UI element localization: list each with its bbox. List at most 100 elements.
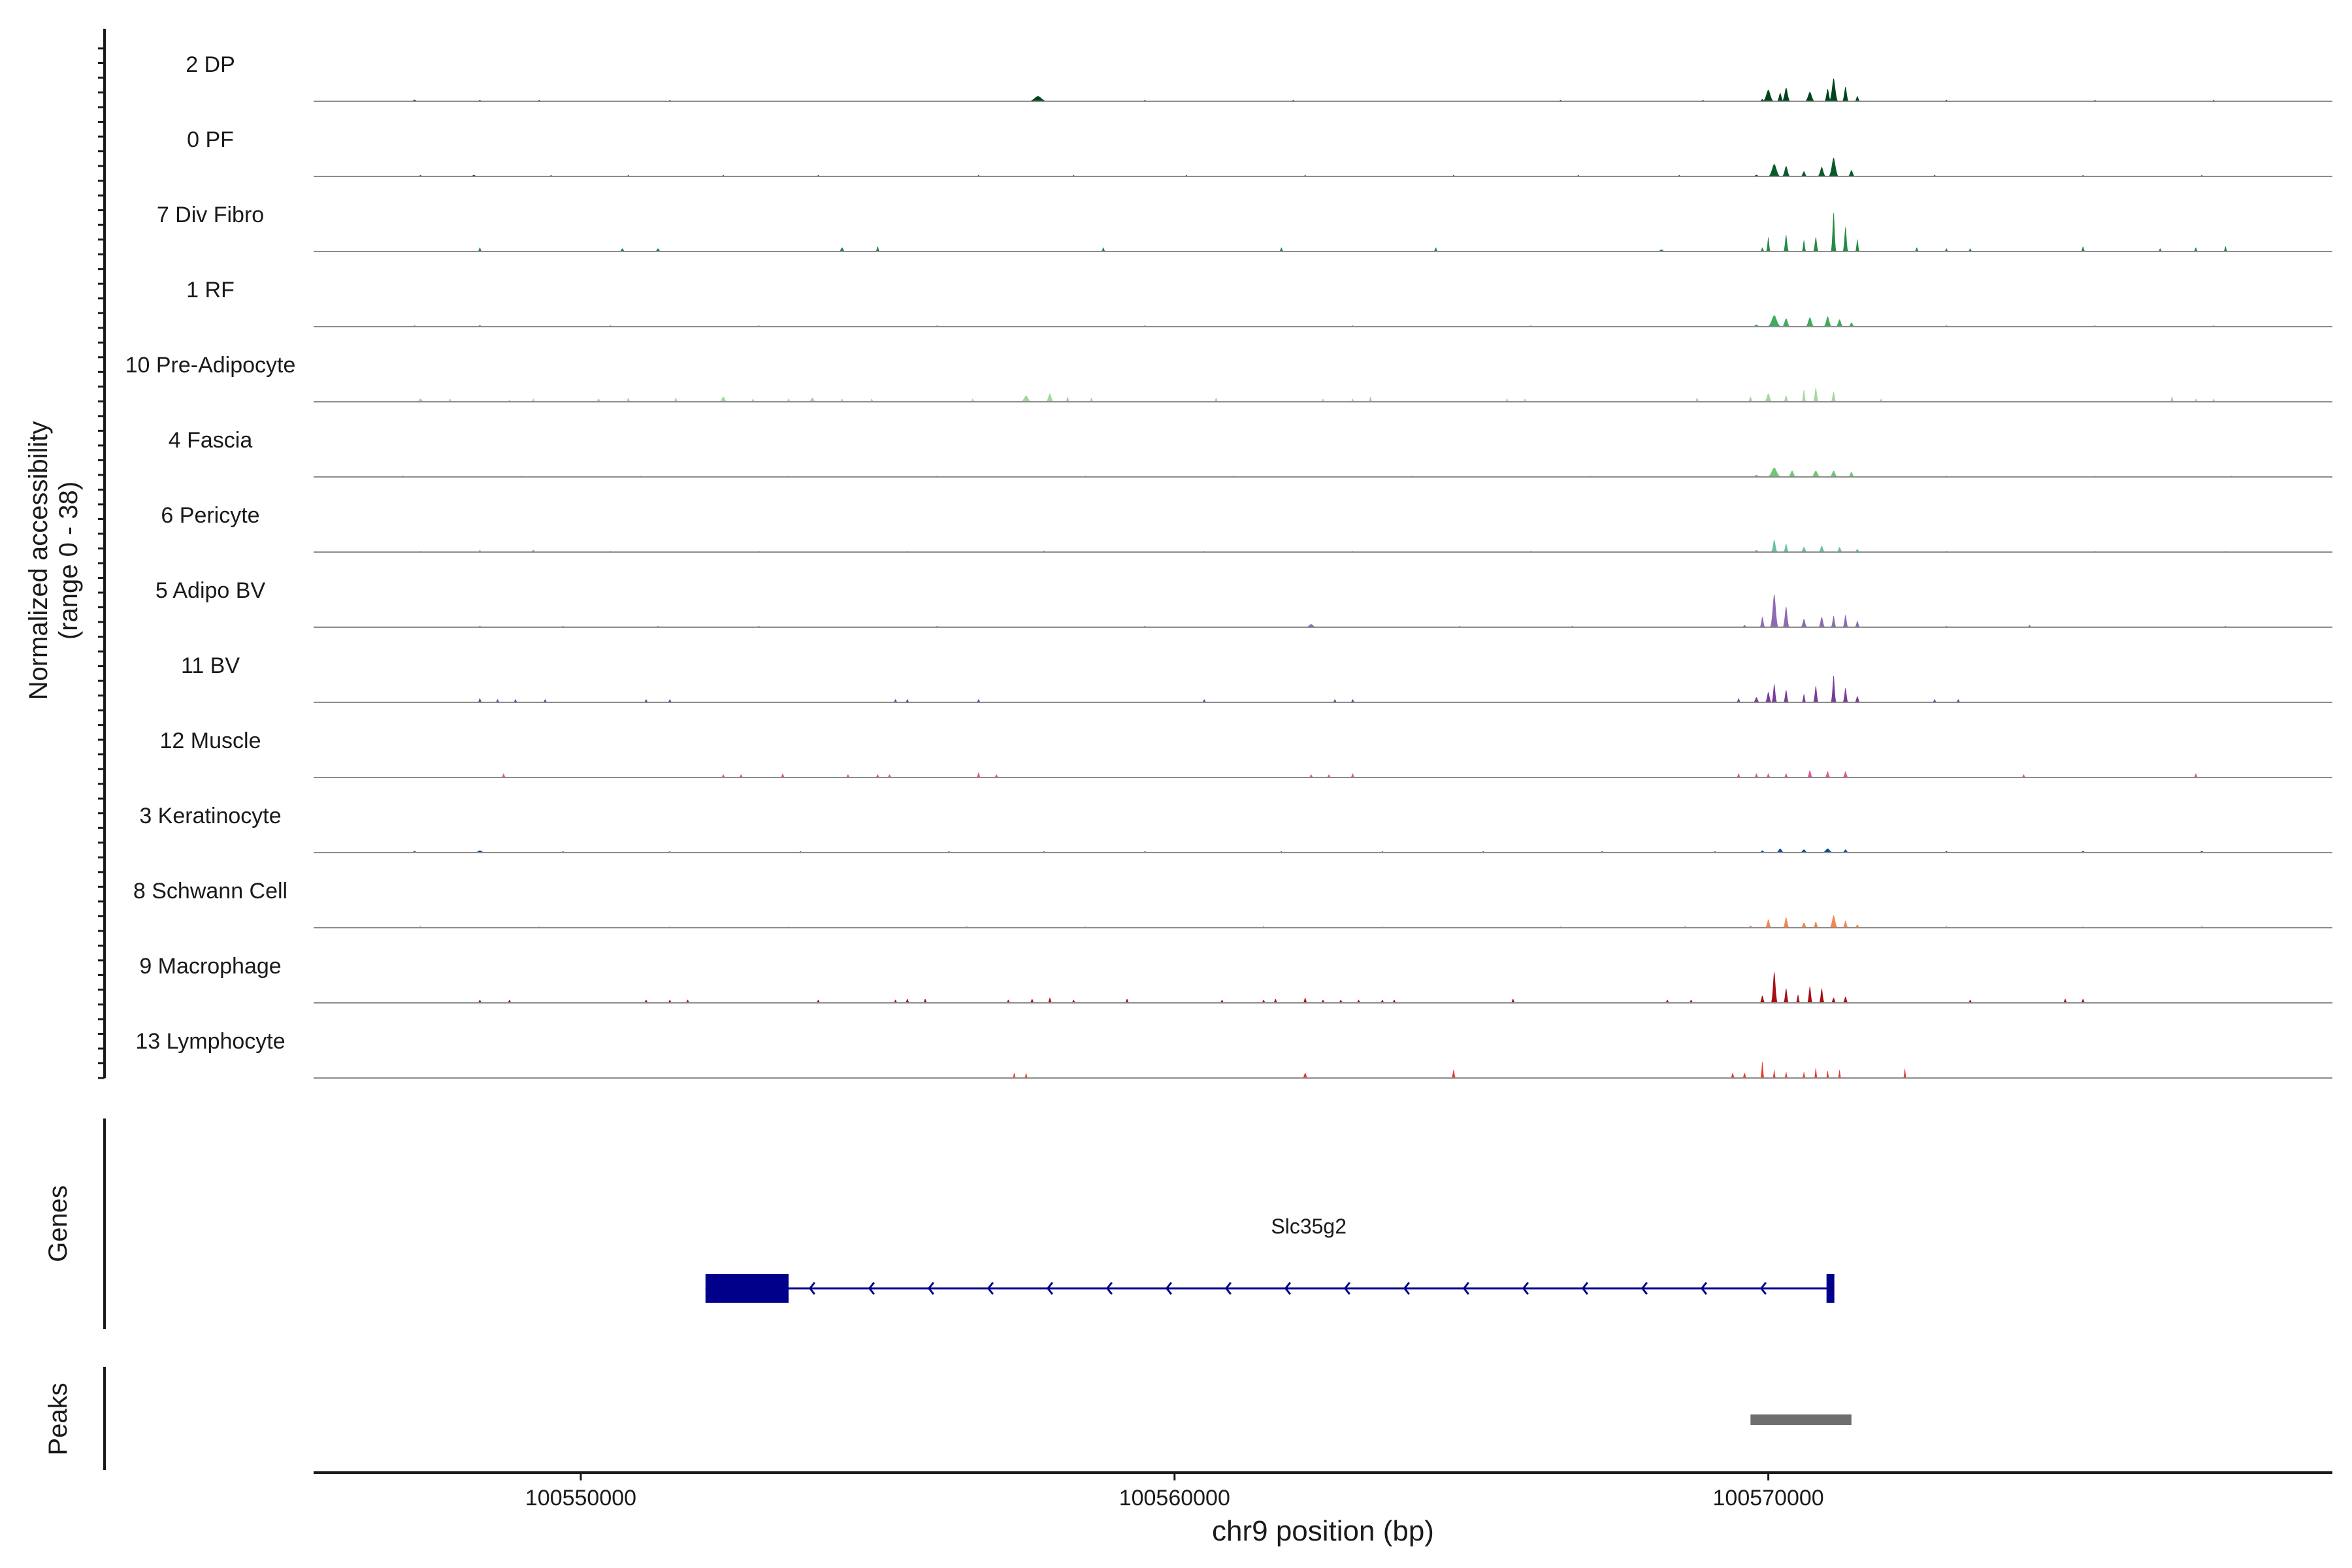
track-label: 5 Adipo BV: [155, 578, 266, 603]
coverage-peak: [1968, 248, 1973, 252]
coverage-peak: [2223, 246, 2228, 252]
coverage-peak: [655, 248, 662, 252]
track-label: 13 Lymphocyte: [135, 1029, 285, 1054]
coverage-peak: [2193, 773, 2198, 777]
coverage-peak: [1799, 849, 1808, 853]
gene-exon: [1826, 1274, 1835, 1303]
coverage-peak: [1817, 167, 1827, 176]
coverage-peak: [1837, 1070, 1842, 1078]
coverage-peak: [719, 397, 728, 402]
coverage-peak: [1812, 685, 1819, 702]
track-4-fascia: 4 Fascia: [169, 428, 2332, 478]
coverage-peak: [1806, 770, 1813, 777]
coverage-peak: [1805, 317, 1815, 327]
y-axis-title: Normalized accessibility (range 0 - 38): [24, 421, 83, 700]
coverage-peak: [1848, 472, 1855, 477]
coverage-peak: [495, 699, 500, 702]
peaks-panel: Peaks: [44, 1367, 1852, 1470]
gene-slc35g2: Slc35g2: [705, 1215, 1835, 1303]
coverage-peak: [1213, 397, 1218, 402]
coverage-peak: [1088, 397, 1094, 402]
track-5-adipo-bv: 5 Adipo BV: [155, 578, 2332, 628]
x-axis: 100550000 100560000 100570000 chr9 positio…: [314, 1471, 2332, 1547]
coverage-peak: [869, 399, 874, 402]
coverage-peak: [507, 1000, 512, 1003]
track-label: 8 Schwann Cell: [133, 879, 287, 904]
coverage-peak: [905, 998, 910, 1003]
coverage-peak: [2157, 248, 2163, 252]
coverage-peak: [1783, 544, 1789, 552]
track-label: 10 Pre-Adipocyte: [125, 353, 296, 378]
coverage-peak: [1736, 773, 1741, 777]
coverage-peak: [2193, 399, 2198, 402]
x-tick-label: 100550000: [525, 1486, 636, 1511]
coverage-peak: [786, 399, 791, 402]
peak-regions: [1750, 1414, 1852, 1425]
coverage-peak: [1763, 393, 1773, 402]
coverage-peak: [1795, 994, 1801, 1003]
strand-arrow: [927, 1282, 935, 1295]
coverage-peak: [1101, 247, 1106, 252]
strand-arrow: [987, 1282, 994, 1295]
coverage-peak: [1842, 227, 1849, 252]
coverage-peak: [2063, 998, 2068, 1003]
coverage-peak: [1776, 93, 1784, 101]
coverage-peak: [1012, 1073, 1017, 1078]
coverage-peak: [1782, 318, 1791, 327]
coverage-peak: [1812, 237, 1819, 252]
gene-models: Slc35g2: [705, 1215, 1835, 1303]
coverage-peak: [1903, 1068, 1907, 1078]
coverage-peak: [1847, 170, 1855, 176]
coverage-peak: [1812, 921, 1819, 928]
coverage-peak: [1368, 397, 1373, 402]
coverage-peak: [1855, 239, 1860, 252]
track-10-pre-adipocyte: 10 Pre-Adipocyte: [125, 353, 2332, 402]
coverage-peak: [1071, 1000, 1076, 1003]
coverage-peak: [1848, 322, 1855, 327]
coverage-peak: [1854, 549, 1861, 552]
coverage-peak: [1380, 1000, 1385, 1003]
track-label: 12 Muscle: [160, 728, 261, 753]
coverage-peak: [1020, 395, 1032, 402]
strand-arrow: [1700, 1282, 1708, 1295]
coverage-peak: [1818, 546, 1825, 552]
genes-panel-label: Genes: [44, 1185, 73, 1262]
coverage-peak: [1782, 606, 1790, 627]
coverage-peak: [1747, 397, 1754, 402]
track-3-keratinocyte: 3 Keratinocyte: [139, 804, 2332, 853]
coverage-peak: [667, 1000, 672, 1003]
coverage-peak: [1854, 621, 1861, 627]
x-axis-ticks: 100550000 100560000 100570000: [525, 1473, 1824, 1511]
coverage-peak: [1332, 699, 1337, 702]
coverage-peak: [1835, 319, 1844, 327]
strand-arrow: [808, 1282, 816, 1295]
coverage-peak: [1392, 1000, 1397, 1003]
track-label: 6 Pericyte: [161, 503, 259, 528]
coverage-peak: [1505, 399, 1510, 402]
coverage-peak: [1782, 166, 1791, 176]
coverage-peak: [1825, 771, 1831, 777]
coverage-peak: [1812, 387, 1819, 402]
coverage-peak: [673, 397, 678, 402]
coverage-peak: [1842, 996, 1849, 1003]
coverage-peak: [2080, 998, 2085, 1003]
coverage-peak: [1201, 699, 1207, 702]
coverage-peak: [1825, 1070, 1830, 1078]
strand-arrow: [1165, 1282, 1173, 1295]
coverage-peak: [477, 698, 483, 702]
coverage-peak: [838, 247, 846, 252]
coverage-peak: [1273, 998, 1278, 1003]
track-label: 1 RF: [186, 278, 235, 302]
strand-arrow: [1105, 1282, 1113, 1295]
coverage-peak: [1688, 1000, 1694, 1003]
coverage-tracks: 2 DP 0 PF 7 Div Fibro 1 RF 10 Pre-Adipocyte 4…: [125, 52, 2332, 1079]
coverage-peak: [970, 399, 975, 402]
track-label: 7 Div Fibro: [157, 203, 264, 227]
coverage-peak: [1047, 998, 1053, 1003]
coverage-peak: [1878, 399, 1884, 402]
coverage-peak: [1782, 88, 1791, 101]
coverage-peak: [1320, 1000, 1326, 1003]
coverage-peak: [1818, 988, 1825, 1003]
coverage-peak: [1802, 1071, 1806, 1078]
coverage-peak: [1762, 90, 1774, 101]
